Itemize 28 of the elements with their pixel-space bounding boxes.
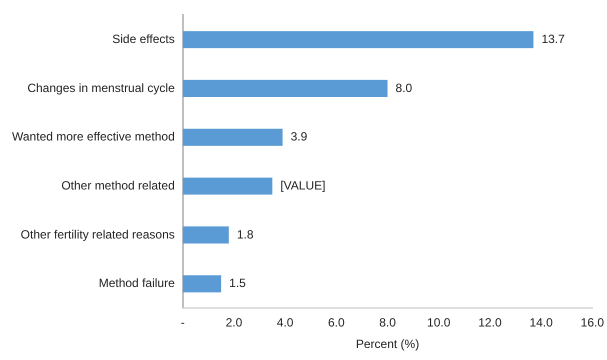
bar bbox=[182, 275, 222, 292]
y-tick-label: Method failure bbox=[98, 276, 176, 290]
data-label: 8.0 bbox=[396, 80, 413, 95]
x-tick-label: 16.0 bbox=[580, 316, 604, 330]
data-label: 1.5 bbox=[229, 276, 246, 290]
y-tick-label: Side effects bbox=[112, 32, 175, 46]
y-tick-label: Changes in menstrual cycle bbox=[27, 80, 176, 95]
y-tick-label: Other method related bbox=[61, 178, 175, 192]
y-tick-label: Wanted more effective method bbox=[12, 130, 175, 144]
data-label: 3.9 bbox=[290, 130, 308, 144]
x-tick-label: 10.0 bbox=[427, 316, 451, 330]
x-tick-label: 12.0 bbox=[478, 316, 502, 330]
x-tick-label: 2.0 bbox=[226, 316, 243, 330]
x-tick-label: 8.0 bbox=[379, 316, 396, 330]
bar bbox=[182, 226, 229, 244]
x-axis-title: Percent (%) bbox=[356, 337, 420, 352]
x-tick-label: 6.0 bbox=[328, 316, 346, 330]
bar bbox=[182, 80, 388, 97]
bar bbox=[182, 128, 283, 146]
x-tick-label: - bbox=[180, 316, 185, 330]
data-label: [VALUE] bbox=[280, 178, 326, 192]
data-label: 1.8 bbox=[236, 227, 254, 242]
y-tick-label: Other fertility related reasons bbox=[20, 227, 175, 242]
bar bbox=[182, 31, 534, 48]
bar bbox=[182, 178, 272, 195]
x-tick-label: 14.0 bbox=[529, 316, 554, 330]
x-tick-label: 4.0 bbox=[276, 316, 294, 330]
data-label: 13.7 bbox=[541, 32, 566, 46]
